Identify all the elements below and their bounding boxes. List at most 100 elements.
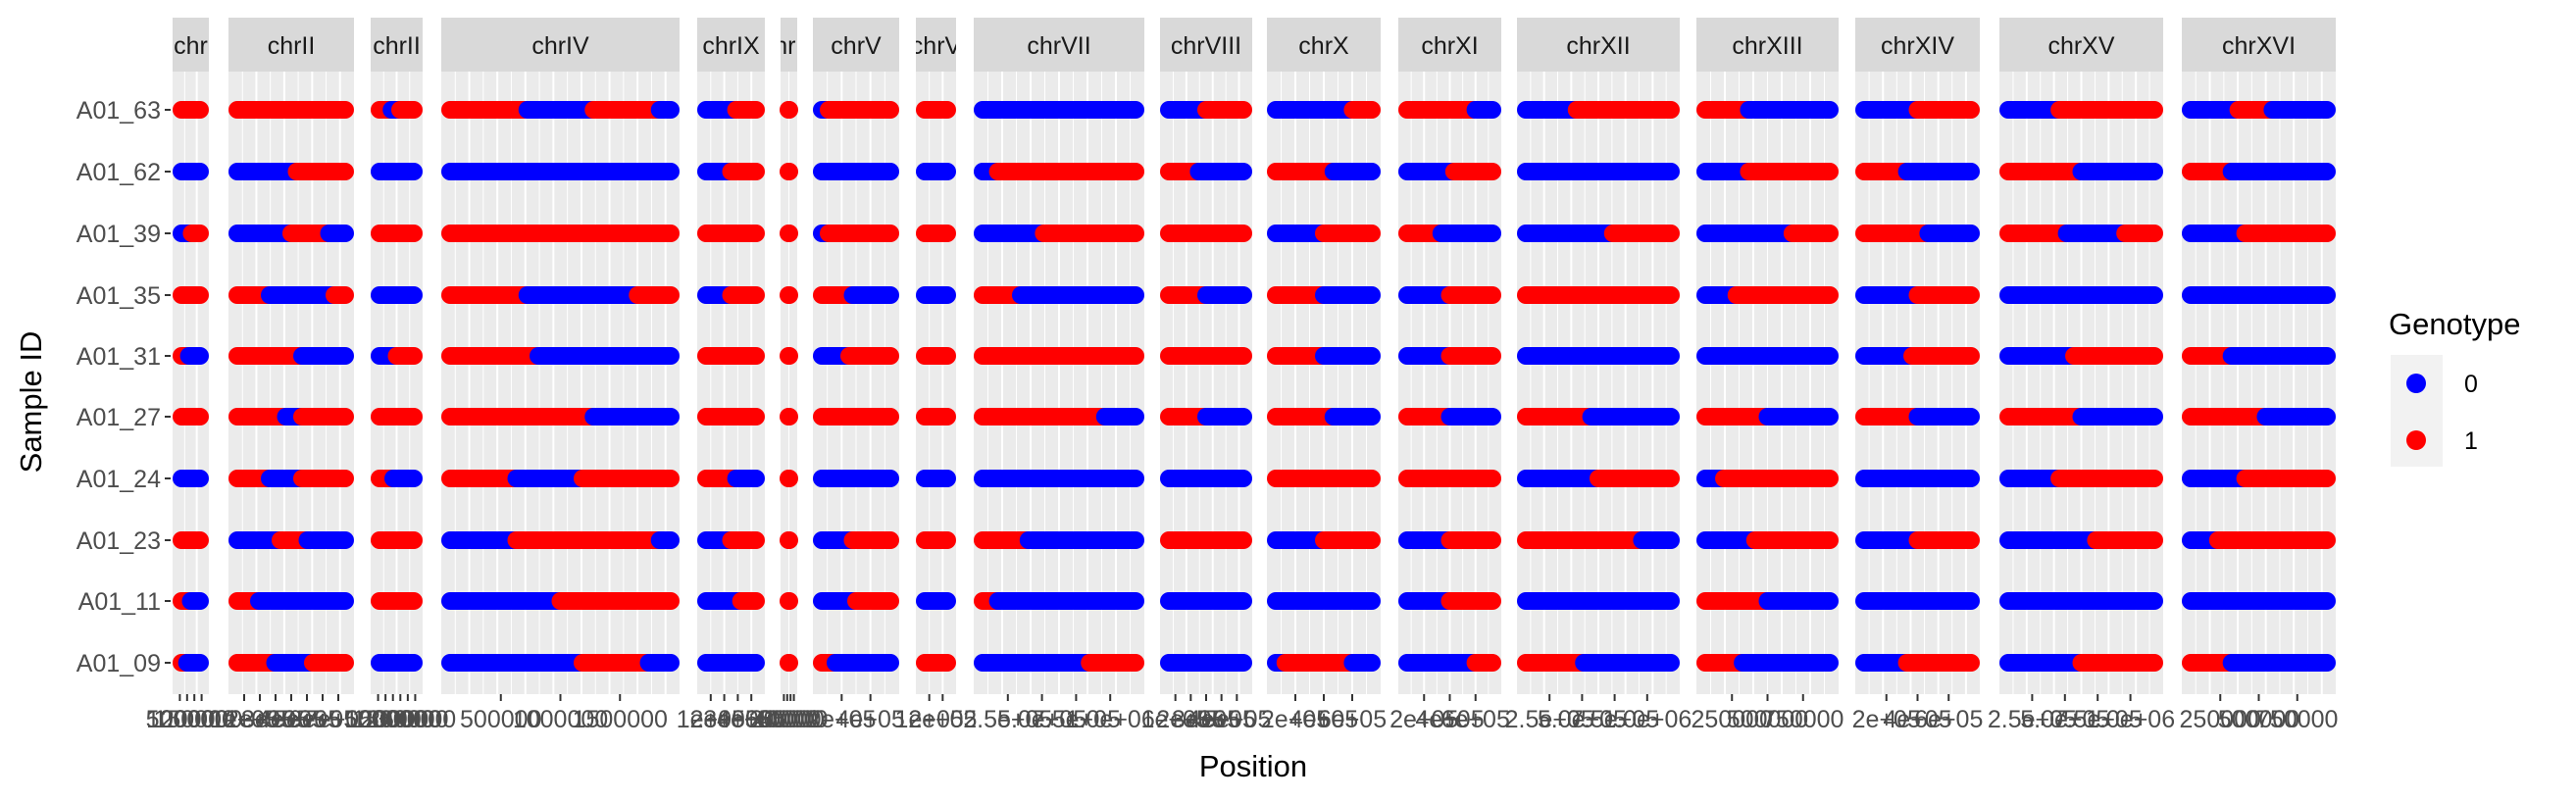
genotype-run: [1864, 163, 1907, 180]
genotype-point: [1466, 654, 1485, 672]
genotype-point: [813, 470, 831, 487]
genotype-point: [1962, 286, 1980, 304]
genotype-point: [228, 101, 246, 119]
genotype-point: [697, 408, 715, 426]
genotype-run: [706, 592, 741, 610]
genotype-run: [1276, 347, 1324, 365]
genotype-run: [1767, 408, 1830, 426]
genotype-point: [1567, 101, 1586, 119]
genotype-point: [1696, 347, 1714, 365]
genotype-point: [747, 470, 765, 487]
genotype-run: [1407, 470, 1492, 487]
genotype-run: [2191, 654, 2232, 672]
x-tick-label: 2e+05: [689, 706, 758, 733]
genotype-point: [1758, 408, 1777, 426]
genotype-run: [2008, 654, 2082, 672]
genotype-run: [1324, 225, 1372, 242]
genotype-run: [1526, 408, 1591, 426]
genotype-run: [516, 531, 572, 549]
legend-key-0: [2406, 374, 2426, 393]
genotype-point: [1160, 531, 1178, 549]
genotype-point: [988, 592, 1007, 610]
genotype-point: [191, 101, 209, 119]
facet-panels: chr50000100000150000200000chrII1e+052e+0…: [146, 18, 2338, 733]
genotype-run: [852, 531, 890, 549]
genotype-point: [1363, 286, 1381, 304]
genotype-run: [2008, 408, 2082, 426]
genotype-run: [1906, 163, 1971, 180]
genotype-point: [974, 470, 991, 487]
facet-strip: [974, 18, 1144, 72]
genotype-point: [228, 592, 246, 610]
genotype-run: [1169, 654, 1243, 672]
genotype-run: [237, 408, 286, 426]
genotype-point: [405, 531, 423, 549]
genotype-run: [450, 347, 538, 365]
genotype-run: [1792, 225, 1830, 242]
genotype-run: [1440, 225, 1492, 242]
genotype-point: [441, 654, 459, 672]
genotype-run: [302, 408, 345, 426]
genotype-run: [450, 225, 671, 242]
genotype-point: [1484, 163, 1501, 180]
genotype-run: [1206, 101, 1243, 119]
facet-strip-label: chr: [174, 32, 208, 60]
genotype-point: [988, 163, 1007, 180]
genotype-run: [1917, 101, 1971, 119]
genotype-point: [747, 654, 765, 672]
genotype-point: [974, 654, 991, 672]
genotype-point: [840, 347, 858, 365]
genotype-run: [1407, 101, 1476, 119]
genotype-point: [173, 408, 190, 426]
genotype-point: [1267, 163, 1285, 180]
x-tick-label: 150000: [153, 706, 234, 733]
genotype-run: [1449, 286, 1492, 304]
genotype-run: [2231, 654, 2327, 672]
genotype-point: [1999, 347, 2017, 365]
genotype-point: [2057, 225, 2076, 242]
genotype-point: [441, 225, 459, 242]
x-tick-label: 3e+05: [703, 706, 772, 733]
genotype-point: [191, 163, 209, 180]
genotype-point: [662, 470, 680, 487]
genotype-point: [1897, 654, 1916, 672]
genotype-run: [450, 654, 582, 672]
genotype-point: [1517, 225, 1535, 242]
genotype-point: [1012, 286, 1030, 304]
genotype-point: [1363, 592, 1381, 610]
genotype-point: [1908, 531, 1927, 549]
genotype-point: [336, 592, 354, 610]
genotype-point: [2263, 101, 2282, 119]
genotype-run: [313, 654, 345, 672]
genotype-point: [882, 470, 899, 487]
genotype-point: [1999, 163, 2017, 180]
genotype-point: [336, 163, 354, 180]
genotype-point: [1484, 408, 1501, 426]
genotype-point: [2146, 531, 2163, 549]
x-tick-label: 6e+05: [288, 706, 357, 733]
genotype-point: [938, 225, 956, 242]
genotype-run: [527, 101, 594, 119]
genotype-point: [1127, 347, 1144, 365]
genotype-point: [1696, 408, 1714, 426]
genotype-run: [1864, 347, 1913, 365]
genotype-point: [1999, 408, 2017, 426]
x-tick-label: 4e+05: [1883, 706, 1951, 733]
genotype-run: [538, 347, 671, 365]
genotype-run: [1043, 225, 1136, 242]
genotype-point: [780, 592, 797, 610]
x-tick-label: 1500000: [573, 706, 668, 733]
genotype-point: [938, 347, 956, 365]
x-tick-label: 500000: [2218, 706, 2299, 733]
genotype-point: [2146, 225, 2163, 242]
genotype-point: [747, 347, 765, 365]
genotype-point: [2318, 163, 2336, 180]
genotype-point: [2318, 101, 2336, 119]
genotype-point: [2072, 408, 2091, 426]
facet-panel-chrxii: chrXII 2.5e+055.0e+057.5e+051.0e+06: [1505, 18, 1692, 733]
x-tick-label: 1.0e+06: [1066, 706, 1155, 733]
x-tick-label: 2.5e+05: [963, 706, 1052, 733]
genotype-point: [1440, 531, 1459, 549]
genotype-point: [1197, 408, 1215, 426]
